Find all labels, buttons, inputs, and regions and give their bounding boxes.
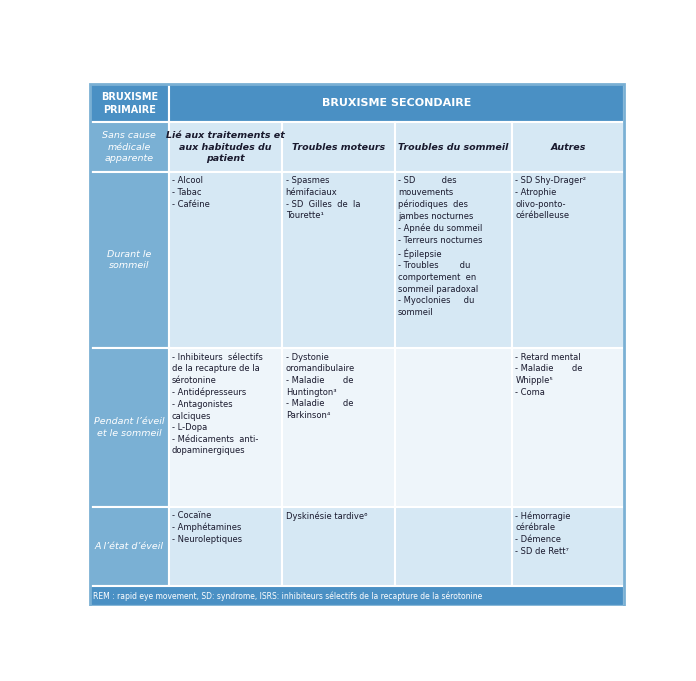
Bar xyxy=(90,172,168,349)
Bar xyxy=(90,586,624,606)
Bar xyxy=(283,172,395,349)
Bar xyxy=(283,349,395,507)
Text: - Dystonie
oromandibulaire
- Maladie       de
Huntington³
- Maladie       de
Par: - Dystonie oromandibulaire - Maladie de … xyxy=(286,353,355,419)
Bar xyxy=(395,122,512,172)
Bar xyxy=(90,122,168,172)
Bar xyxy=(90,349,168,507)
Bar xyxy=(90,84,168,122)
Text: - SD          des
mouvements
périodiques  des
jambes nocturnes
- Apnée du sommei: - SD des mouvements périodiques des jamb… xyxy=(398,176,482,317)
Bar xyxy=(168,507,283,586)
Bar xyxy=(512,172,624,349)
Bar xyxy=(395,172,512,349)
Text: Troubles du sommeil: Troubles du sommeil xyxy=(398,142,509,152)
Bar xyxy=(395,349,512,507)
Bar xyxy=(395,507,512,586)
Text: Lié aux traitements et
aux habitudes du
patient: Lié aux traitements et aux habitudes du … xyxy=(166,131,285,163)
Text: - Spasmes
hémifaciaux
- SD  Gilles  de  la
Tourette¹: - Spasmes hémifaciaux - SD Gilles de la … xyxy=(286,176,361,221)
Text: - Retard mental
- Maladie       de
Whipple⁵
- Coma: - Retard mental - Maladie de Whipple⁵ - … xyxy=(515,353,583,396)
Bar xyxy=(168,349,283,507)
Text: Durant le
sommeil: Durant le sommeil xyxy=(107,250,152,270)
Text: - Alcool
- Tabac
- Caféine: - Alcool - Tabac - Caféine xyxy=(172,176,209,208)
Text: BRUXISME
PRIMAIRE: BRUXISME PRIMAIRE xyxy=(101,92,158,114)
Bar xyxy=(168,84,624,122)
Bar xyxy=(90,507,168,586)
Bar xyxy=(168,172,283,349)
Text: - Cocaïne
- Amphétamines
- Neuroleptiques: - Cocaïne - Amphétamines - Neuroleptique… xyxy=(172,511,242,544)
Bar xyxy=(512,122,624,172)
Text: Dyskinésie tardive⁶: Dyskinésie tardive⁶ xyxy=(286,511,367,520)
Text: Pendant l’éveil
et le sommeil: Pendant l’éveil et le sommeil xyxy=(94,417,164,438)
Text: Sans cause
médicale
apparente: Sans cause médicale apparente xyxy=(102,131,156,163)
Text: A l’état d’éveil: A l’état d’éveil xyxy=(95,542,164,551)
Text: Troubles moteurs: Troubles moteurs xyxy=(292,142,385,152)
Text: - SD Shy-Drager²
- Atrophie
olivo-ponto-
cérébelleuse: - SD Shy-Drager² - Atrophie olivo-ponto-… xyxy=(515,176,586,221)
Text: - Hémorragie
cérébrale
- Démence
- SD de Rett⁷: - Hémorragie cérébrale - Démence - SD de… xyxy=(515,511,571,556)
Text: - Inhibiteurs  sélectifs
de la recapture de la
sérotonine
- Antidépresseurs
- An: - Inhibiteurs sélectifs de la recapture … xyxy=(172,353,263,456)
Bar xyxy=(283,122,395,172)
Bar xyxy=(512,507,624,586)
Bar xyxy=(512,349,624,507)
Bar xyxy=(168,122,283,172)
Text: BRUXISME SECONDAIRE: BRUXISME SECONDAIRE xyxy=(322,98,471,108)
Text: REM : rapid eye movement, SD: syndrome, ISRS: inhibiteurs sélectifs de la recapt: REM : rapid eye movement, SD: syndrome, … xyxy=(93,591,482,601)
Bar xyxy=(283,507,395,586)
Text: Autres: Autres xyxy=(551,142,585,152)
